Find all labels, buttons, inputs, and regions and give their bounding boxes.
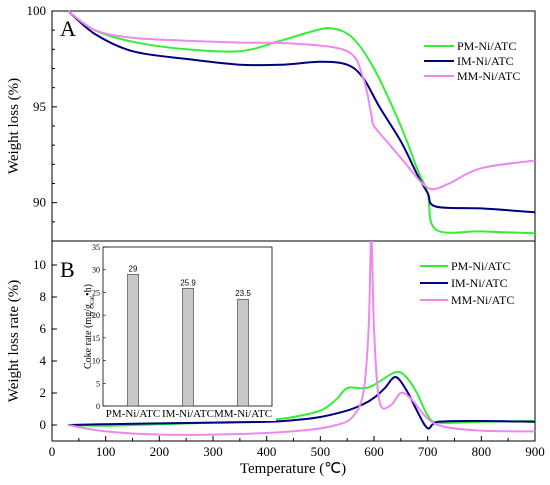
x-tick-label: 400: [257, 444, 277, 459]
panel-b-ytick-label: 0: [40, 417, 47, 432]
panel-a-lines: [67, 10, 536, 235]
x-tick-label: 700: [418, 444, 438, 459]
inset-category-label: IM-Ni/ATC: [162, 408, 214, 420]
x-axis-label: Temperature (℃): [240, 461, 346, 477]
inset-bar-value-label: 29: [129, 264, 138, 273]
inset-category-label: PM-Ni/ATC: [106, 408, 160, 420]
panel-b-ytick-label: 2: [40, 385, 47, 400]
panel-a-series-line: [67, 10, 536, 214]
x-tick-label: 300: [203, 444, 223, 459]
inset-ytick-label: 20: [92, 311, 100, 320]
x-tick-label: 600: [364, 444, 384, 459]
x-tick-label: 800: [472, 444, 492, 459]
inset-bar-value-label: 25.9: [180, 278, 196, 287]
x-tick-label: 100: [96, 444, 116, 459]
x-tick-label: 200: [150, 444, 170, 459]
inset-ytick-label: 5: [96, 379, 100, 388]
panel-a-legend-label: PM-Ni/ATC: [457, 39, 516, 53]
panel-b-series-line: [68, 376, 535, 430]
inset-bar: [237, 298, 249, 407]
panel-b-legend-label: MM-Ni/ATC: [451, 293, 514, 307]
inset-ytick-label: 10: [92, 357, 100, 366]
x-tick-label: 900: [525, 444, 545, 459]
panel-b-series-line: [67, 241, 535, 436]
panel-a-series-line: [67, 10, 536, 235]
panel-b-ytick-label: 8: [40, 289, 47, 304]
inset-bar-value-label: 23.5: [235, 289, 251, 298]
panel-a-ytick-label: 100: [27, 3, 47, 18]
panel-b-ytick-label: 6: [40, 321, 47, 336]
inset-ytick-label: 35: [92, 243, 100, 252]
inset-category-label: MM-Ni/ATC: [214, 408, 272, 420]
panel-a-label: A: [60, 16, 76, 41]
panel-a-ytick-label: 95: [33, 99, 46, 114]
panel-b-label: B: [60, 257, 75, 282]
panel-b-ytick-label: 10: [33, 257, 46, 272]
panel-b-ylabel: Weight loss rate (%): [6, 280, 22, 403]
x-tick-label: 0: [49, 444, 56, 459]
panel-a-legend-label: MM-Ni/ATC: [457, 69, 520, 83]
panel-b-legend-label: IM-Ni/ATC: [451, 276, 508, 290]
inset-ylabel: Coke rate (mg/gcat•h): [83, 284, 96, 369]
panel-a-legend-label: IM-Ni/ATC: [457, 54, 514, 68]
inset-bar: [127, 273, 139, 407]
inset-ytick-label: 15: [92, 334, 100, 343]
panel-b-legend-label: PM-Ni/ATC: [451, 259, 510, 273]
panel-a-ticks: 90 95 100: [27, 3, 57, 223]
panel-a-ylabel: Weight loss (%): [6, 78, 22, 174]
panel-b-legend: PM-Ni/ATC IM-Ni/ATC MM-Ni/ATC: [420, 259, 514, 307]
panel-a-ytick-label: 90: [33, 195, 46, 210]
x-tick-label: 500: [311, 444, 331, 459]
inset-ytick-label: 25: [92, 288, 100, 297]
panel-b-ytick-label: 4: [40, 353, 47, 368]
inset-ytick-label: 0: [96, 402, 100, 411]
inset-ytick-label: 30: [92, 266, 100, 275]
panel-a-series-line: [67, 10, 536, 191]
panel-b-lines: [67, 241, 535, 436]
inset-bar: [182, 288, 194, 407]
coke-rate-inset: 0 5 10 15 20 25 30 35 Coke rate (mg/gcat•h) 29 PM-…: [83, 243, 276, 421]
